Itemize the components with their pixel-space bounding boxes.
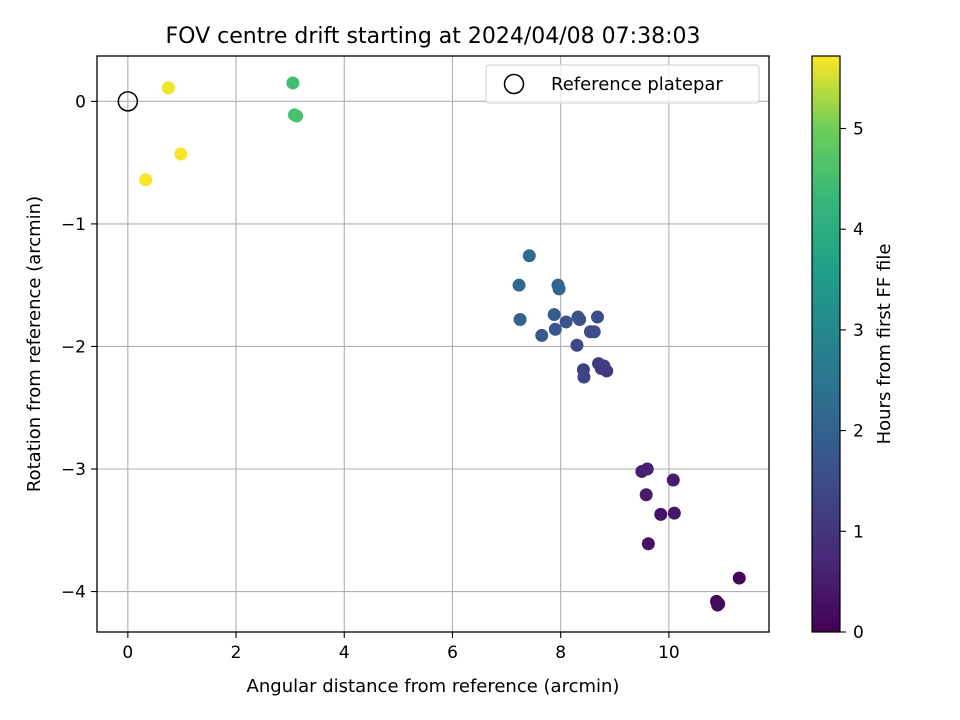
- data-point: [667, 506, 681, 520]
- data-point: [654, 507, 668, 521]
- data-point: [597, 359, 611, 373]
- x-tick-label: 6: [447, 643, 458, 663]
- colorbar-ticks: 0 1 2 3 4 5: [840, 120, 864, 643]
- data-point: [577, 370, 591, 384]
- data-point: [522, 249, 536, 263]
- colorbar-tick-label: 4: [853, 220, 864, 240]
- y-tick-label: 0: [75, 92, 86, 112]
- data-point: [512, 278, 526, 292]
- colorbar: [811, 55, 841, 633]
- colorbar-tick-label: 1: [853, 522, 864, 542]
- y-tick-label: −3: [61, 460, 86, 480]
- data-point: [547, 308, 561, 322]
- data-point: [570, 338, 584, 352]
- data-points: [139, 76, 746, 612]
- data-point: [640, 462, 654, 476]
- y-tick-label: −1: [61, 215, 86, 235]
- data-point: [712, 597, 726, 611]
- colorbar-label: Hours from first FF file: [874, 244, 895, 445]
- data-point: [666, 473, 680, 487]
- x-tick-label: 10: [658, 643, 680, 663]
- colorbar-tick-label: 3: [853, 321, 864, 341]
- chart-title: FOV centre drift starting at 2024/04/08 …: [166, 24, 701, 49]
- x-axis-label: Angular distance from reference (arcmin): [247, 676, 620, 697]
- data-point: [732, 571, 746, 585]
- reference-marker-group: [117, 91, 139, 112]
- data-point: [552, 282, 566, 296]
- reference-marker: [117, 91, 139, 112]
- x-tick-label: 2: [231, 643, 242, 663]
- data-point: [535, 328, 549, 342]
- colorbar-tick-label: 2: [853, 422, 864, 442]
- y-tick-label: −4: [61, 583, 86, 603]
- data-point: [290, 109, 304, 123]
- data-point: [513, 312, 527, 326]
- legend-box: [485, 64, 760, 104]
- legend: Reference platepar: [485, 64, 760, 104]
- data-point: [559, 315, 573, 329]
- data-point: [587, 325, 601, 339]
- x-tick-label: 0: [122, 643, 133, 663]
- data-point: [590, 310, 604, 324]
- data-point: [286, 76, 300, 90]
- y-tick-label: −2: [61, 337, 86, 357]
- data-point: [571, 310, 585, 324]
- colorbar-tick-label: 0: [853, 623, 864, 643]
- plot-frame: [96, 55, 770, 633]
- data-point: [174, 147, 188, 161]
- data-point: [639, 488, 653, 502]
- y-axis-ticks: 0 −1 −2 −3 −4: [61, 92, 97, 603]
- grid-lines: [97, 56, 769, 632]
- x-axis-ticks: 0 2 4 6 8 10: [122, 632, 680, 663]
- colorbar-tick-label: 5: [853, 120, 864, 140]
- legend-label: Reference platepar: [551, 74, 723, 95]
- data-point: [139, 173, 153, 187]
- data-point: [641, 537, 655, 551]
- x-tick-label: 4: [339, 643, 350, 663]
- data-point: [161, 81, 175, 95]
- data-point: [548, 322, 562, 336]
- x-tick-label: 8: [555, 643, 566, 663]
- y-axis-label: Rotation from reference (arcmin): [24, 196, 45, 492]
- legend-reference-marker: [503, 73, 525, 95]
